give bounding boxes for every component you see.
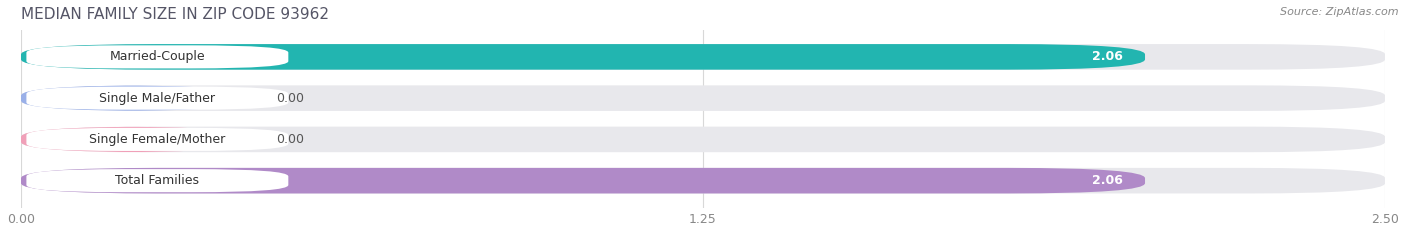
FancyBboxPatch shape [27,87,288,110]
FancyBboxPatch shape [21,168,1144,193]
Text: 0.00: 0.00 [277,133,304,146]
Text: Married-Couple: Married-Couple [110,50,205,63]
FancyBboxPatch shape [21,85,1385,111]
Text: Total Families: Total Families [115,174,200,187]
FancyBboxPatch shape [21,44,1385,70]
Text: 2.06: 2.06 [1092,174,1123,187]
FancyBboxPatch shape [21,127,1385,152]
Text: 0.00: 0.00 [277,92,304,105]
Text: MEDIAN FAMILY SIZE IN ZIP CODE 93962: MEDIAN FAMILY SIZE IN ZIP CODE 93962 [21,7,329,22]
FancyBboxPatch shape [21,127,243,152]
FancyBboxPatch shape [21,44,1144,70]
FancyBboxPatch shape [21,168,1385,193]
Text: Single Female/Mother: Single Female/Mother [89,133,225,146]
Text: Single Male/Father: Single Male/Father [100,92,215,105]
FancyBboxPatch shape [21,85,243,111]
FancyBboxPatch shape [27,128,288,151]
FancyBboxPatch shape [27,169,288,192]
Text: 2.06: 2.06 [1092,50,1123,63]
Text: Source: ZipAtlas.com: Source: ZipAtlas.com [1281,7,1399,17]
FancyBboxPatch shape [27,45,288,69]
